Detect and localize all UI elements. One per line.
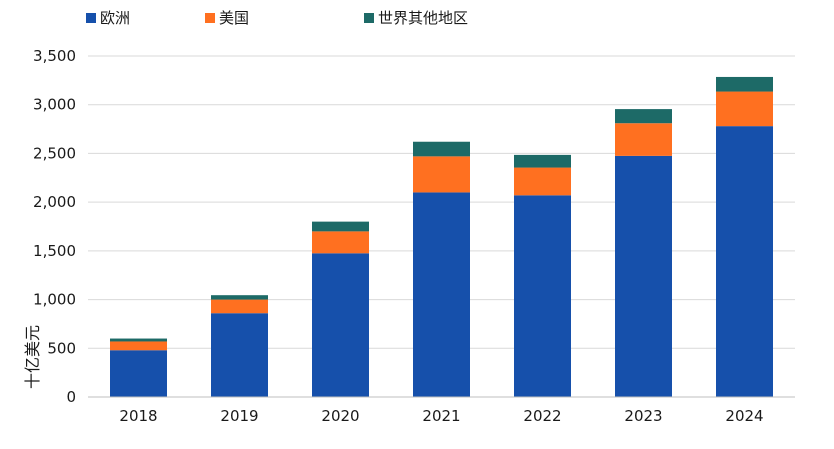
y-tick-label: 0 <box>66 388 76 406</box>
y-tick-label: 500 <box>47 339 76 357</box>
bar-segment-rest-of-world-2018 <box>110 338 167 342</box>
x-tick-label: 2024 <box>725 407 763 425</box>
y-axis-ticks: 0 500 1,000 1,500 2,000 2,500 3,000 3,500 <box>33 47 76 406</box>
x-tick-label: 2018 <box>119 407 157 425</box>
x-tick-label: 2023 <box>624 407 662 425</box>
y-tick-label: 1,500 <box>33 242 76 260</box>
legend-label: 欧洲 <box>100 9 130 27</box>
legend-label: 美国 <box>219 9 249 27</box>
bar-segment-us-2021 <box>413 156 470 193</box>
y-tick-label: 1,000 <box>33 291 76 309</box>
bar-segment-rest-of-world-2022 <box>514 154 571 168</box>
bar-segment-europe-2023 <box>615 155 672 397</box>
x-tick-label: 2022 <box>523 407 561 425</box>
y-tick-label: 3,500 <box>33 47 76 65</box>
legend-swatch <box>364 13 374 23</box>
bar-segment-europe-2022 <box>514 195 571 397</box>
bar-segment-rest-of-world-2020 <box>312 221 369 232</box>
legend: 欧洲 美国 世界其他地区 <box>86 9 468 27</box>
bar-segment-us-2019 <box>211 299 268 314</box>
x-tick-label: 2019 <box>220 407 258 425</box>
legend-swatch <box>205 13 215 23</box>
bar-segment-europe-2021 <box>413 192 470 397</box>
x-tick-label: 2021 <box>422 407 460 425</box>
legend-swatch <box>86 13 96 23</box>
bar-segment-us-2018 <box>110 341 167 351</box>
bars <box>110 76 773 398</box>
y-tick-label: 2,500 <box>33 144 76 162</box>
y-tick-label: 3,000 <box>33 96 76 114</box>
bar-segment-europe-2024 <box>716 126 773 398</box>
bar-segment-europe-2020 <box>312 253 369 397</box>
bar-segment-europe-2019 <box>211 313 268 397</box>
x-axis-ticks: 2018 2019 2020 2021 2022 2023 2024 <box>119 407 763 425</box>
bar-segment-us-2022 <box>514 167 571 196</box>
bar-segment-rest-of-world-2024 <box>716 76 773 92</box>
y-axis-title: 十亿美元 <box>23 325 42 389</box>
bar-segment-us-2024 <box>716 91 773 127</box>
x-tick-label: 2020 <box>321 407 359 425</box>
bar-segment-rest-of-world-2021 <box>413 141 470 157</box>
bar-segment-rest-of-world-2019 <box>211 295 268 300</box>
y-tick-label: 2,000 <box>33 193 76 211</box>
bar-segment-rest-of-world-2023 <box>615 109 672 124</box>
bar-segment-us-2023 <box>615 123 672 156</box>
bar-segment-europe-2018 <box>110 350 167 397</box>
legend-label: 世界其他地区 <box>378 9 468 27</box>
bar-segment-us-2020 <box>312 231 369 254</box>
